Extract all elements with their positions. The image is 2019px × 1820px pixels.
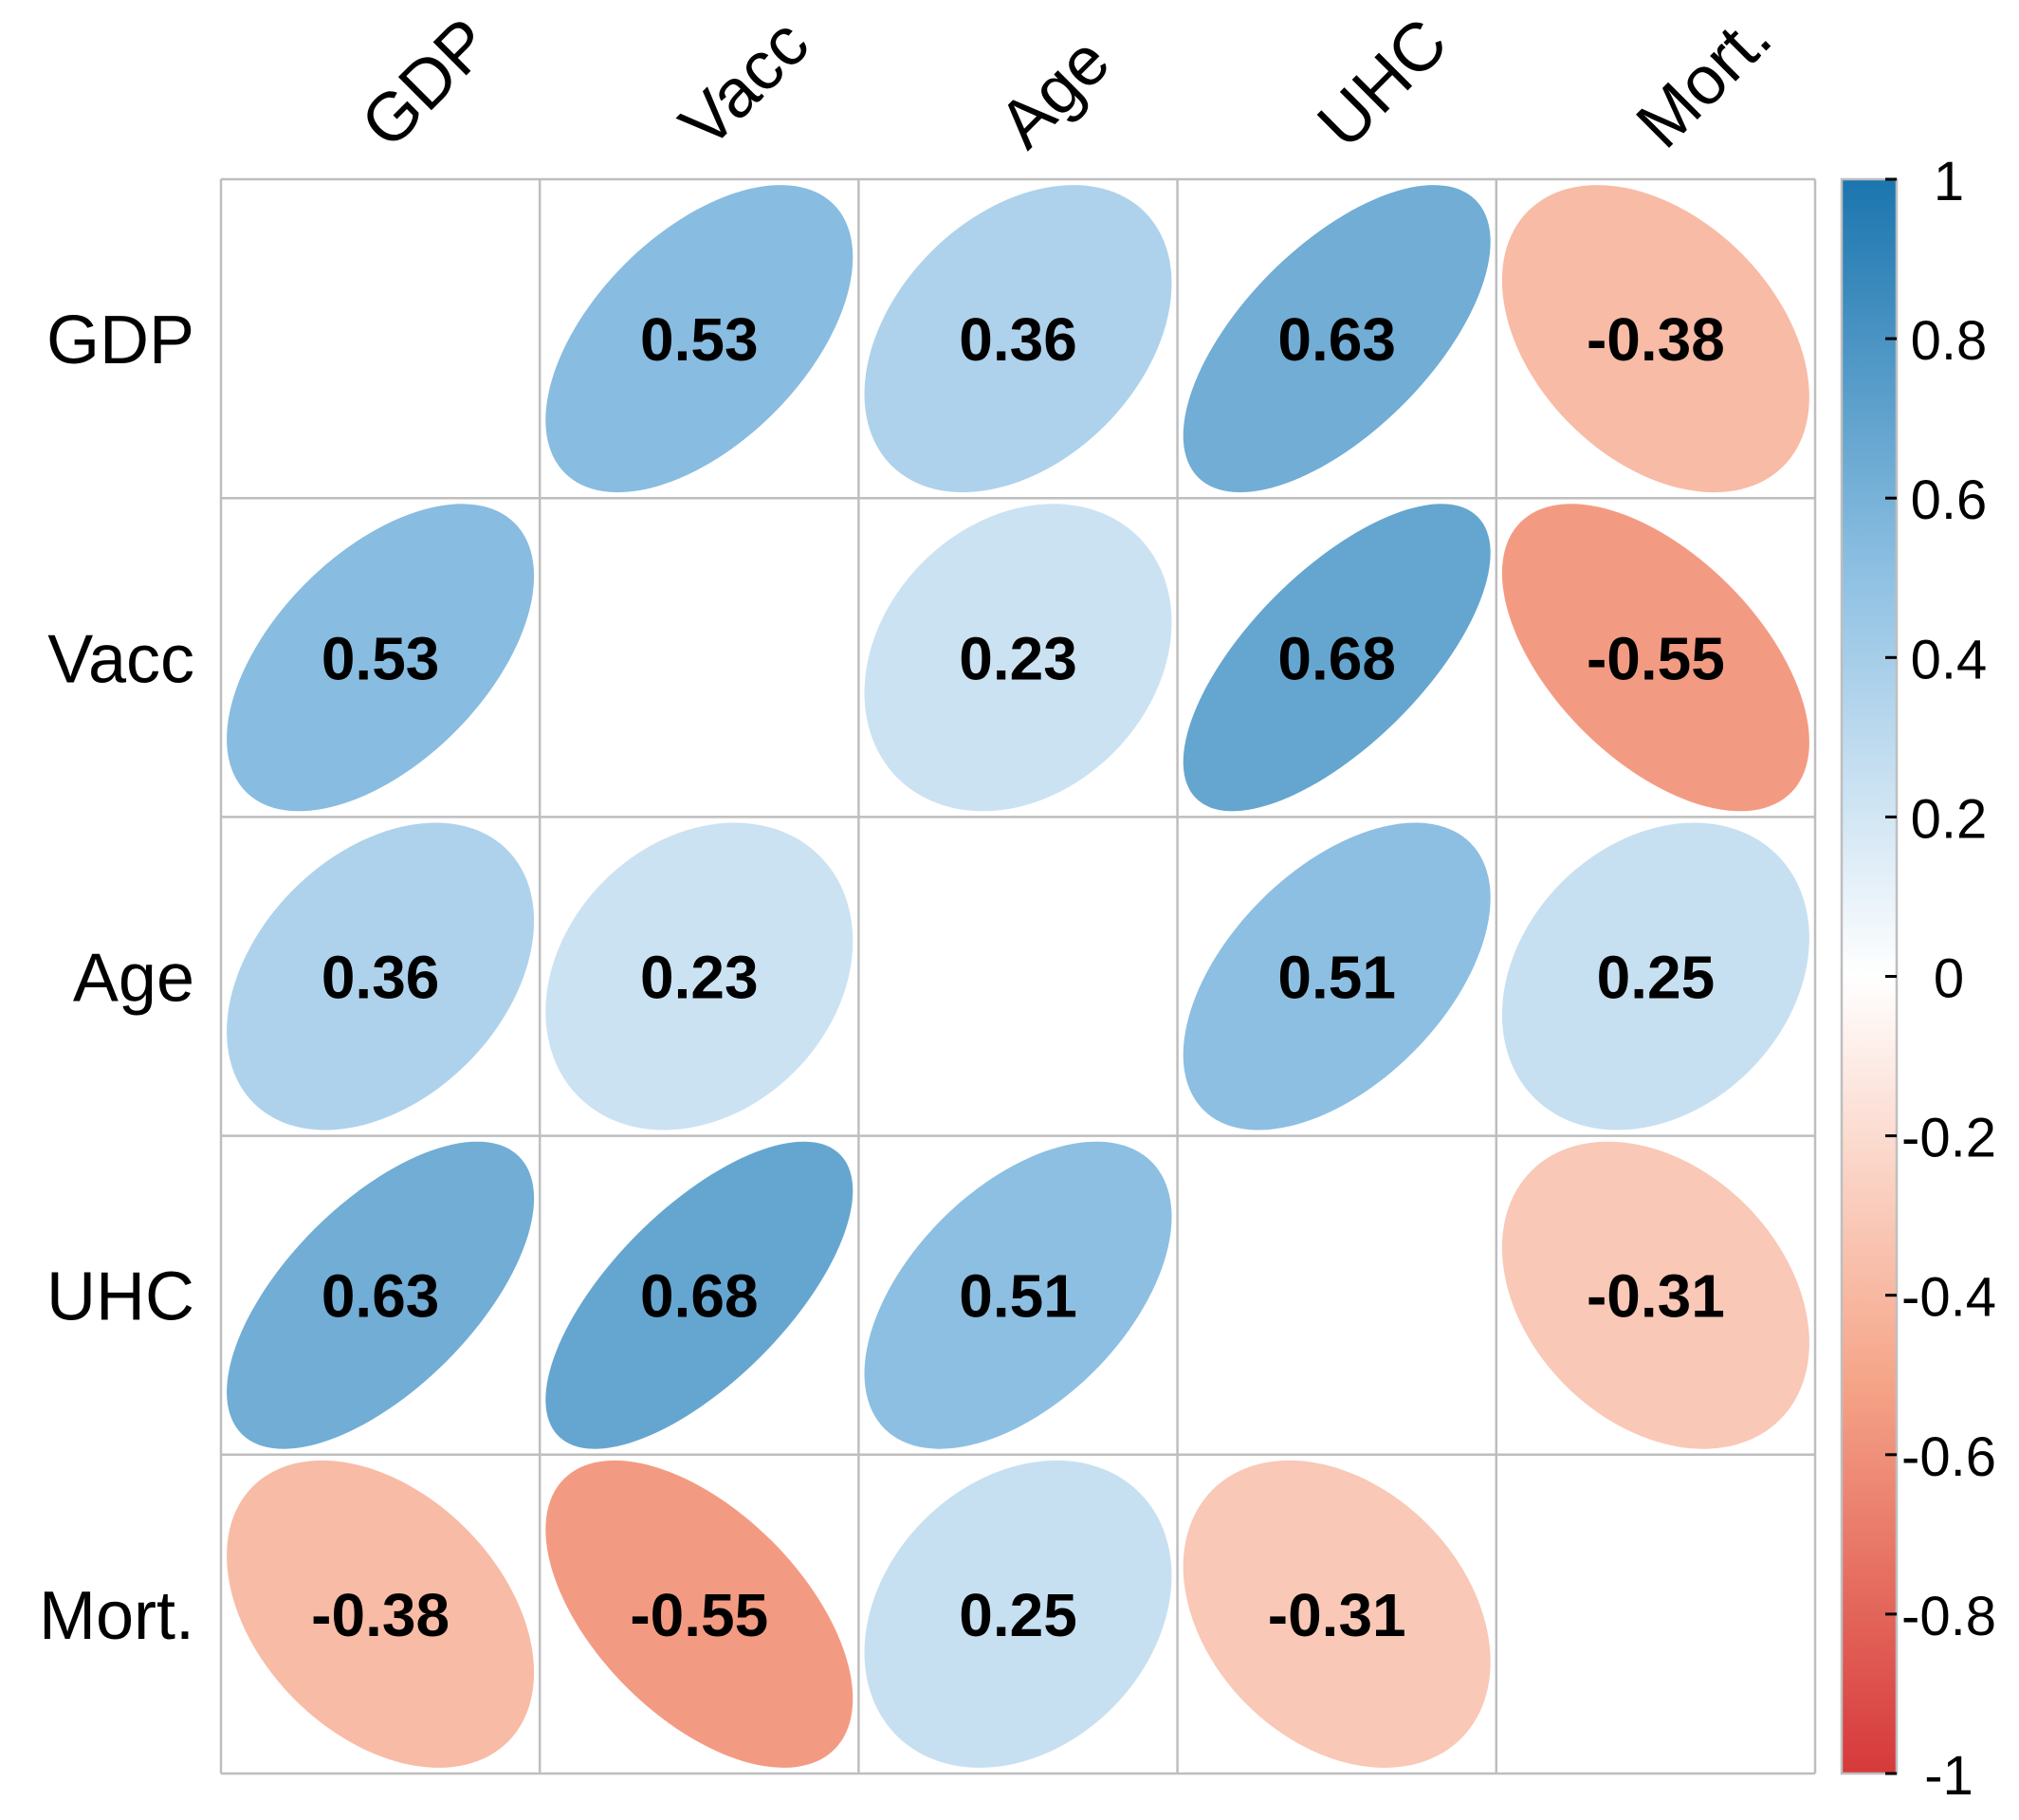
corr-ellipse-Age-Mort. — [1501, 822, 1809, 1131]
corr-value-label: -0.55 — [1587, 624, 1725, 692]
matrix-cells: 0.53 0.36 0.63 -0.38 0.53 0.23 0.68 -0.55 0.36 0.… — [227, 185, 1809, 1768]
corr-value-label: -0.31 — [1587, 1262, 1725, 1331]
colorbar-tick-label: -1 — [1924, 1745, 1973, 1807]
colorbar-tick-label: 0 — [1934, 948, 1964, 1010]
corr-ellipse-UHC-Age — [864, 1141, 1172, 1449]
row-labels: GDP Vacc Age UHC Mort. — [39, 303, 194, 1654]
corr-ellipse-UHC-GDP — [227, 1141, 535, 1449]
colorbar-tick-label: -0.8 — [1901, 1586, 1996, 1647]
colorbar-tick-label: -0.4 — [1901, 1267, 1996, 1329]
column-label-Mort: Mort. — [1623, 0, 1787, 162]
corr-value-label: 0.36 — [959, 305, 1077, 374]
corr-value-label: -0.31 — [1268, 1581, 1406, 1649]
colorbar-tick-label: 0.6 — [1911, 469, 1988, 531]
corr-value-label: 0.25 — [959, 1581, 1077, 1649]
colorbar-tick-label: 0.8 — [1911, 310, 1988, 372]
corr-ellipse-Vacc-Age — [864, 504, 1172, 812]
corr-ellipse-Mort.-UHC — [1183, 1460, 1491, 1768]
corr-ellipse-UHC-Vacc — [545, 1141, 853, 1449]
corr-value-label: 0.23 — [959, 624, 1077, 692]
corr-ellipse-GDP-Mort. — [1501, 185, 1809, 493]
row-label-Vacc: Vacc — [47, 621, 194, 697]
corr-value-label: 0.68 — [640, 1262, 759, 1331]
corr-ellipse-UHC-Mort. — [1501, 1141, 1809, 1449]
column-label-Vacc: Vacc — [666, 5, 823, 162]
corr-ellipse-Mort.-Age — [864, 1460, 1172, 1768]
colorbar-tick-label: 0.2 — [1911, 788, 1988, 850]
corr-value-label: 0.53 — [321, 624, 440, 692]
corr-ellipse-Age-GDP — [227, 822, 535, 1131]
corr-ellipse-GDP-UHC — [1183, 185, 1491, 493]
column-label-UHC: UHC — [1303, 4, 1461, 162]
corr-ellipse-Age-Vacc — [545, 822, 853, 1131]
matrix-grid — [219, 177, 1817, 1775]
corr-ellipse-Vacc-UHC — [1183, 504, 1491, 812]
corr-value-label: -0.38 — [1587, 305, 1725, 374]
row-label-GDP: GDP — [46, 303, 194, 378]
corr-value-label: 0.51 — [1277, 944, 1396, 1012]
corr-value-label: -0.38 — [311, 1581, 450, 1649]
colorbar-tick-label: 1 — [1934, 151, 1964, 212]
column-label-Age: Age — [984, 23, 1124, 162]
corr-value-label: -0.55 — [630, 1581, 768, 1649]
corr-value-label: 0.23 — [640, 944, 759, 1012]
column-label-GDP: GDP — [347, 4, 505, 162]
corr-ellipse-Age-UHC — [1183, 822, 1491, 1131]
colorbar-legend: 1 0.8 0.6 0.4 0.2 0 -0.2 -0.4 -0.6 -0.8 -1 — [1840, 151, 1996, 1807]
column-labels: GDP Vacc Age UHC Mort. — [347, 0, 1786, 162]
corr-value-label: 0.63 — [1277, 305, 1396, 374]
corr-ellipse-GDP-Vacc — [545, 185, 853, 493]
colorbar-tick-label: -0.6 — [1901, 1426, 1996, 1488]
corr-ellipse-Vacc-Mort. — [1501, 504, 1809, 812]
corr-value-label: 0.51 — [959, 1262, 1077, 1331]
corr-value-label: 0.68 — [1277, 624, 1396, 692]
corr-value-label: 0.36 — [321, 944, 440, 1012]
corr-ellipse-GDP-Age — [864, 185, 1172, 493]
colorbar-tick-label: 0.4 — [1911, 629, 1988, 690]
corr-ellipse-Vacc-GDP — [227, 504, 535, 812]
row-label-Age: Age — [73, 941, 194, 1017]
corr-value-label: 0.63 — [321, 1262, 440, 1331]
row-label-UHC: UHC — [46, 1259, 194, 1335]
corr-ellipse-Mort.-Vacc — [545, 1460, 853, 1768]
corr-value-label: 0.25 — [1597, 944, 1716, 1012]
colorbar-tick-label: -0.2 — [1901, 1108, 1996, 1169]
corr-ellipse-Mort.-GDP — [227, 1460, 535, 1768]
row-label-Mort: Mort. — [39, 1578, 194, 1654]
corr-value-label: 0.53 — [640, 305, 759, 374]
